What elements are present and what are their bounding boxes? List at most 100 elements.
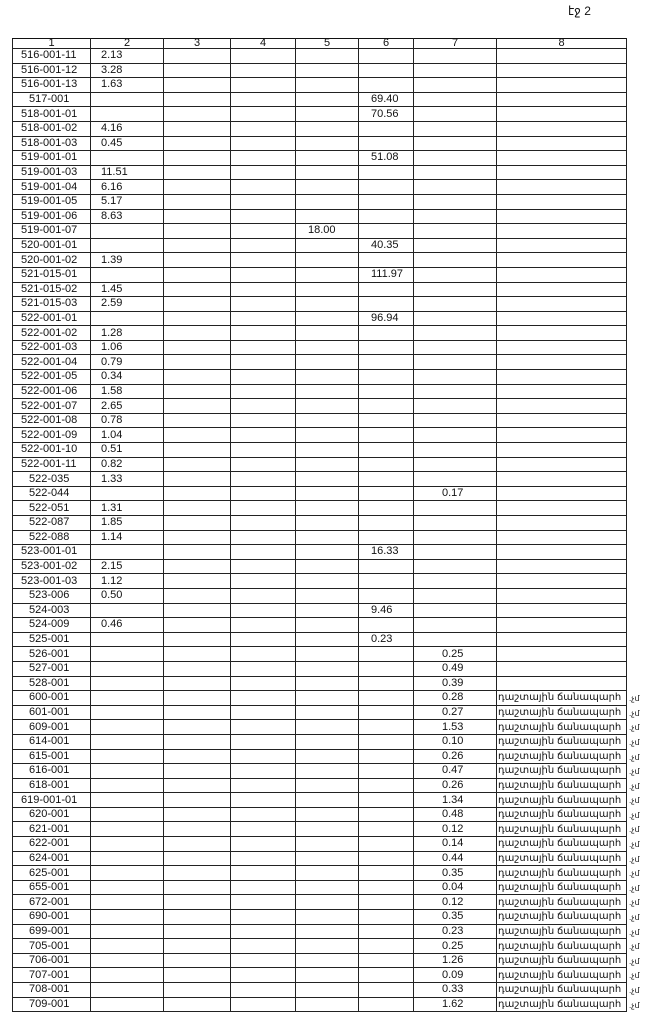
value-col-4: [230, 704, 296, 721]
value-col-2: 0.34: [90, 369, 164, 385]
value-col-3: [163, 62, 231, 79]
value-col-6: [358, 587, 414, 604]
value-col-2: 1.28: [90, 325, 164, 341]
road-label: դաշտային ճանապարհ: [498, 692, 622, 704]
value-col-5: [295, 339, 359, 356]
value-col-5: [295, 281, 359, 298]
table-row: 522-001-03 1.06: [12, 339, 627, 356]
value-col-4: [230, 48, 296, 64]
value-col-7: [413, 456, 497, 473]
parcel-code: 519-001-01: [12, 150, 91, 166]
note-cell: դաշտային ճանապարհ .չմ: [496, 938, 640, 954]
parcel-code: 521-015-01: [12, 266, 91, 283]
value-col-5: [295, 646, 359, 662]
parcel-code: 519-001-06: [12, 208, 91, 225]
note-cell: դաշտային ճանապարհ .չմ: [496, 879, 640, 896]
value-col-2: 8.63: [90, 208, 164, 225]
value-col-4: [230, 208, 296, 225]
value-col-4: [230, 865, 296, 881]
value-col-3: [163, 763, 231, 779]
value-col-7: 0.35: [413, 909, 497, 925]
note-cell: [496, 398, 627, 414]
note-cell: [496, 369, 627, 385]
value-col-7: 0.39: [413, 675, 497, 692]
value-col-5: [295, 923, 359, 940]
parcel-code: 523-006: [12, 587, 91, 604]
value-col-6: 16.33: [358, 544, 414, 560]
value-col-3: [163, 879, 231, 896]
value-col-3: [163, 850, 231, 867]
table-row: 523-001-02 2.15: [12, 558, 627, 575]
value-col-2: [90, 150, 164, 166]
value-col-3: [163, 894, 231, 911]
value-col-3: [163, 690, 231, 706]
value-col-6: 9.46: [358, 602, 414, 619]
road-suffix: .չմ: [629, 913, 640, 923]
value-col-6: [358, 879, 414, 896]
parcel-code: 625-001: [12, 865, 91, 881]
value-col-5: [295, 909, 359, 925]
value-col-6: [358, 923, 414, 940]
note-cell: [496, 515, 627, 531]
value-col-4: [230, 996, 296, 1013]
value-col-4: [230, 894, 296, 911]
value-col-2: 5.17: [90, 193, 164, 210]
value-col-7: [413, 135, 497, 152]
value-col-7: [413, 617, 497, 633]
parcel-code: 523-001-03: [12, 573, 91, 589]
value-col-6: [358, 325, 414, 341]
table-row: 527-001 0.49: [12, 660, 627, 677]
value-col-6: [358, 471, 414, 487]
value-col-5: [295, 310, 359, 327]
note-cell: [496, 529, 627, 546]
note-cell: դաշտային ճանապարհ .չմ: [496, 836, 640, 852]
note-cell: դաշտային ճանապարհ .չմ: [496, 894, 640, 911]
value-col-4: [230, 442, 296, 458]
value-col-5: [295, 456, 359, 473]
value-col-6: [358, 135, 414, 152]
note-cell: [496, 558, 627, 575]
value-col-5: [295, 471, 359, 487]
value-col-4: [230, 120, 296, 137]
value-col-4: [230, 91, 296, 108]
value-col-4: [230, 427, 296, 444]
value-col-3: [163, 471, 231, 487]
table-row: 620-001 0.48 դաշտային ճանապարհ .չմ: [12, 806, 640, 823]
table-row: 600-001 0.28 դաշտային ճանապարհ .չմ: [12, 690, 640, 706]
value-col-7: 0.27: [413, 704, 497, 721]
value-col-2: 4.16: [90, 120, 164, 137]
value-col-3: [163, 150, 231, 166]
value-col-4: [230, 193, 296, 210]
value-col-6: [358, 690, 414, 706]
value-col-5: [295, 690, 359, 706]
table-row: 522-001-09 1.04: [12, 427, 627, 444]
table-row: 699-001 0.23 դաշտային ճանապարհ .չմ: [12, 923, 640, 940]
parcel-code: 516-001-11: [12, 48, 91, 64]
value-col-4: [230, 777, 296, 794]
value-col-2: [90, 485, 164, 502]
value-col-7: [413, 398, 497, 414]
value-col-6: [358, 748, 414, 765]
value-col-5: [295, 179, 359, 195]
value-col-7: [413, 77, 497, 93]
value-col-2: [90, 792, 164, 808]
value-col-7: [413, 62, 497, 79]
value-col-5: [295, 938, 359, 954]
road-suffix: .չմ: [629, 840, 640, 850]
value-col-7: [413, 150, 497, 166]
value-col-5: [295, 704, 359, 721]
value-col-5: [295, 237, 359, 254]
note-cell: [496, 427, 627, 444]
road-label: դաշտային ճանապարհ: [498, 955, 622, 967]
value-col-5: [295, 821, 359, 838]
value-col-6: [358, 894, 414, 911]
note-cell: [496, 150, 627, 166]
value-col-3: [163, 442, 231, 458]
value-col-4: [230, 660, 296, 677]
value-col-6: [358, 252, 414, 268]
value-col-6: [358, 485, 414, 502]
value-col-2: 2.65: [90, 398, 164, 414]
value-col-5: [295, 325, 359, 341]
value-col-4: [230, 252, 296, 268]
value-col-3: [163, 456, 231, 473]
